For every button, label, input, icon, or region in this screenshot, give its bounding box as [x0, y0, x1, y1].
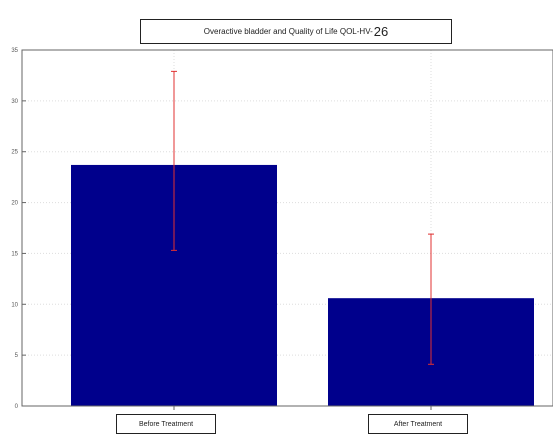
chart-title-suffix: 26 [373, 24, 389, 39]
y-tick-label-0: 0 [15, 404, 19, 410]
chart-title: Overactive bladder and Quality of Life Q… [140, 19, 452, 44]
y-tick-label-30: 30 [11, 99, 18, 105]
chart-title-main: Overactive bladder and Quality of Life Q… [203, 27, 373, 36]
y-tick-label-20: 20 [11, 201, 18, 207]
y-tick-label-35: 35 [11, 48, 18, 54]
y-axis-ticks: 0 5 10 15 20 25 30 35 [11, 48, 432, 410]
category-label-before: Before Treatment [116, 414, 216, 434]
y-tick-label-15: 15 [11, 251, 18, 257]
y-tick-label-25: 25 [11, 150, 18, 156]
category-label-after: After Treatment [368, 414, 468, 434]
y-tick-label-5: 5 [15, 353, 19, 359]
error-bars [171, 70, 434, 365]
y-tick-label-10: 10 [11, 302, 18, 308]
bars [71, 164, 534, 406]
plot-frame [21, 49, 553, 407]
